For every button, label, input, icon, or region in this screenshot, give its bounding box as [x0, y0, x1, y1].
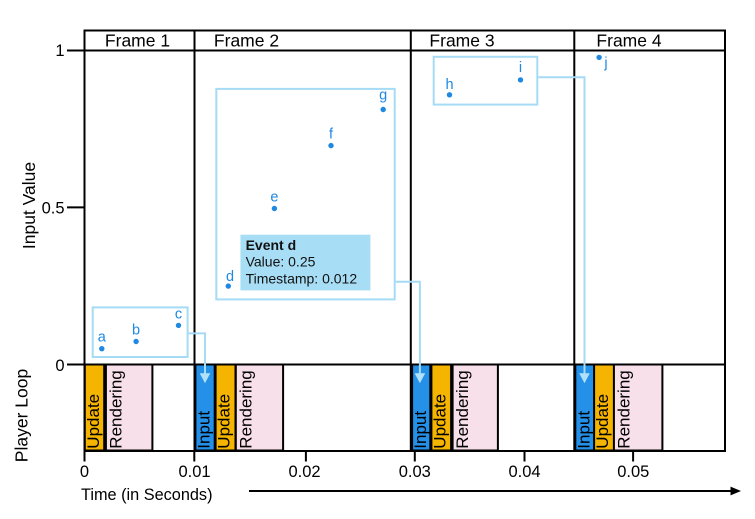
svg-text:0.04: 0.04 [508, 463, 540, 481]
svg-text:0.5: 0.5 [42, 200, 65, 218]
svg-text:Frame 2: Frame 2 [214, 30, 279, 50]
svg-text:Input: Input [574, 411, 593, 449]
svg-text:1: 1 [55, 42, 64, 60]
svg-text:Time (in Seconds): Time (in Seconds) [81, 486, 213, 504]
svg-text:0.03: 0.03 [399, 463, 431, 481]
svg-text:Frame 4: Frame 4 [596, 30, 661, 50]
svg-text:Update: Update [430, 394, 449, 449]
svg-text:0.02: 0.02 [288, 463, 320, 481]
svg-text:b: b [132, 323, 140, 339]
svg-text:0.01: 0.01 [178, 463, 210, 481]
svg-text:g: g [379, 88, 387, 104]
svg-text:0.05: 0.05 [617, 463, 649, 481]
svg-text:e: e [270, 190, 278, 206]
svg-text:Input: Input [411, 411, 430, 449]
svg-text:Timestamp: 0.012: Timestamp: 0.012 [246, 271, 358, 287]
svg-text:0: 0 [80, 463, 89, 481]
svg-text:Frame 3: Frame 3 [429, 30, 494, 50]
svg-text:f: f [329, 127, 334, 143]
svg-text:Player Loop: Player Loop [12, 369, 32, 462]
svg-text:Event d: Event d [246, 237, 297, 253]
svg-text:Rendering: Rendering [106, 370, 125, 448]
svg-text:Rendering: Rendering [614, 370, 633, 448]
svg-text:h: h [445, 77, 453, 93]
svg-text:Value: 0.25: Value: 0.25 [246, 254, 316, 270]
svg-text:Update: Update [593, 394, 612, 449]
svg-text:Input: Input [194, 411, 213, 449]
svg-text:Rendering: Rendering [236, 370, 255, 448]
svg-text:i: i [519, 60, 522, 76]
svg-text:Update: Update [84, 394, 103, 449]
svg-text:Input Value: Input Value [19, 162, 39, 249]
svg-text:d: d [226, 269, 234, 285]
svg-text:a: a [98, 330, 107, 346]
svg-text:Frame 1: Frame 1 [105, 30, 170, 50]
svg-text:Rendering: Rendering [453, 370, 472, 448]
svg-text:0: 0 [55, 357, 64, 375]
svg-text:j: j [603, 56, 607, 72]
svg-text:Update: Update [215, 394, 234, 449]
svg-text:c: c [175, 306, 182, 322]
